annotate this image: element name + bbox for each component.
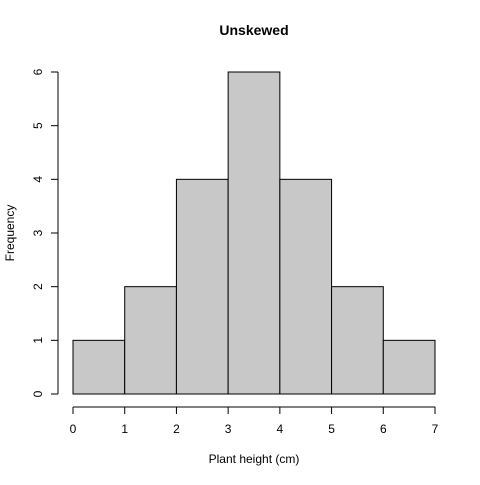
x-tick-label-7: 7	[432, 422, 439, 436]
y-tick-label-5: 5	[31, 122, 45, 129]
y-tick-label-0: 0	[31, 390, 45, 397]
x-tick-label-3: 3	[225, 422, 232, 436]
x-axis: 0 1 2 3 4 5 6 7	[70, 406, 439, 436]
x-tick-label-4: 4	[277, 422, 284, 436]
y-axis-label: Frequency	[3, 205, 17, 262]
y-tick-label-3: 3	[31, 229, 45, 236]
y-tick-label-4: 4	[31, 176, 45, 183]
y-axis: 0 1 2 3 4 5 6	[31, 68, 59, 397]
y-tick-label-2: 2	[31, 283, 45, 290]
histogram-bar-3	[227, 71, 281, 395]
x-tick-label-6: 6	[380, 422, 387, 436]
x-tick-label-0: 0	[70, 422, 77, 436]
x-tick-label-2: 2	[173, 422, 180, 436]
x-tick-label-1: 1	[121, 422, 128, 436]
y-tick-label-6: 6	[31, 68, 45, 75]
histogram-bar-6	[382, 339, 436, 395]
bars-group	[72, 71, 436, 395]
y-tick-label-1: 1	[31, 337, 45, 344]
histogram-bar-5	[331, 286, 384, 395]
histogram-bar-0	[72, 339, 126, 395]
histogram-bar-1	[124, 286, 177, 395]
x-tick-label-5: 5	[328, 422, 335, 436]
histogram-bar-2	[175, 178, 229, 395]
histogram-bar-4	[279, 178, 333, 395]
chart-title: Unskewed	[219, 22, 288, 38]
x-axis-label: Plant height (cm)	[209, 452, 300, 466]
